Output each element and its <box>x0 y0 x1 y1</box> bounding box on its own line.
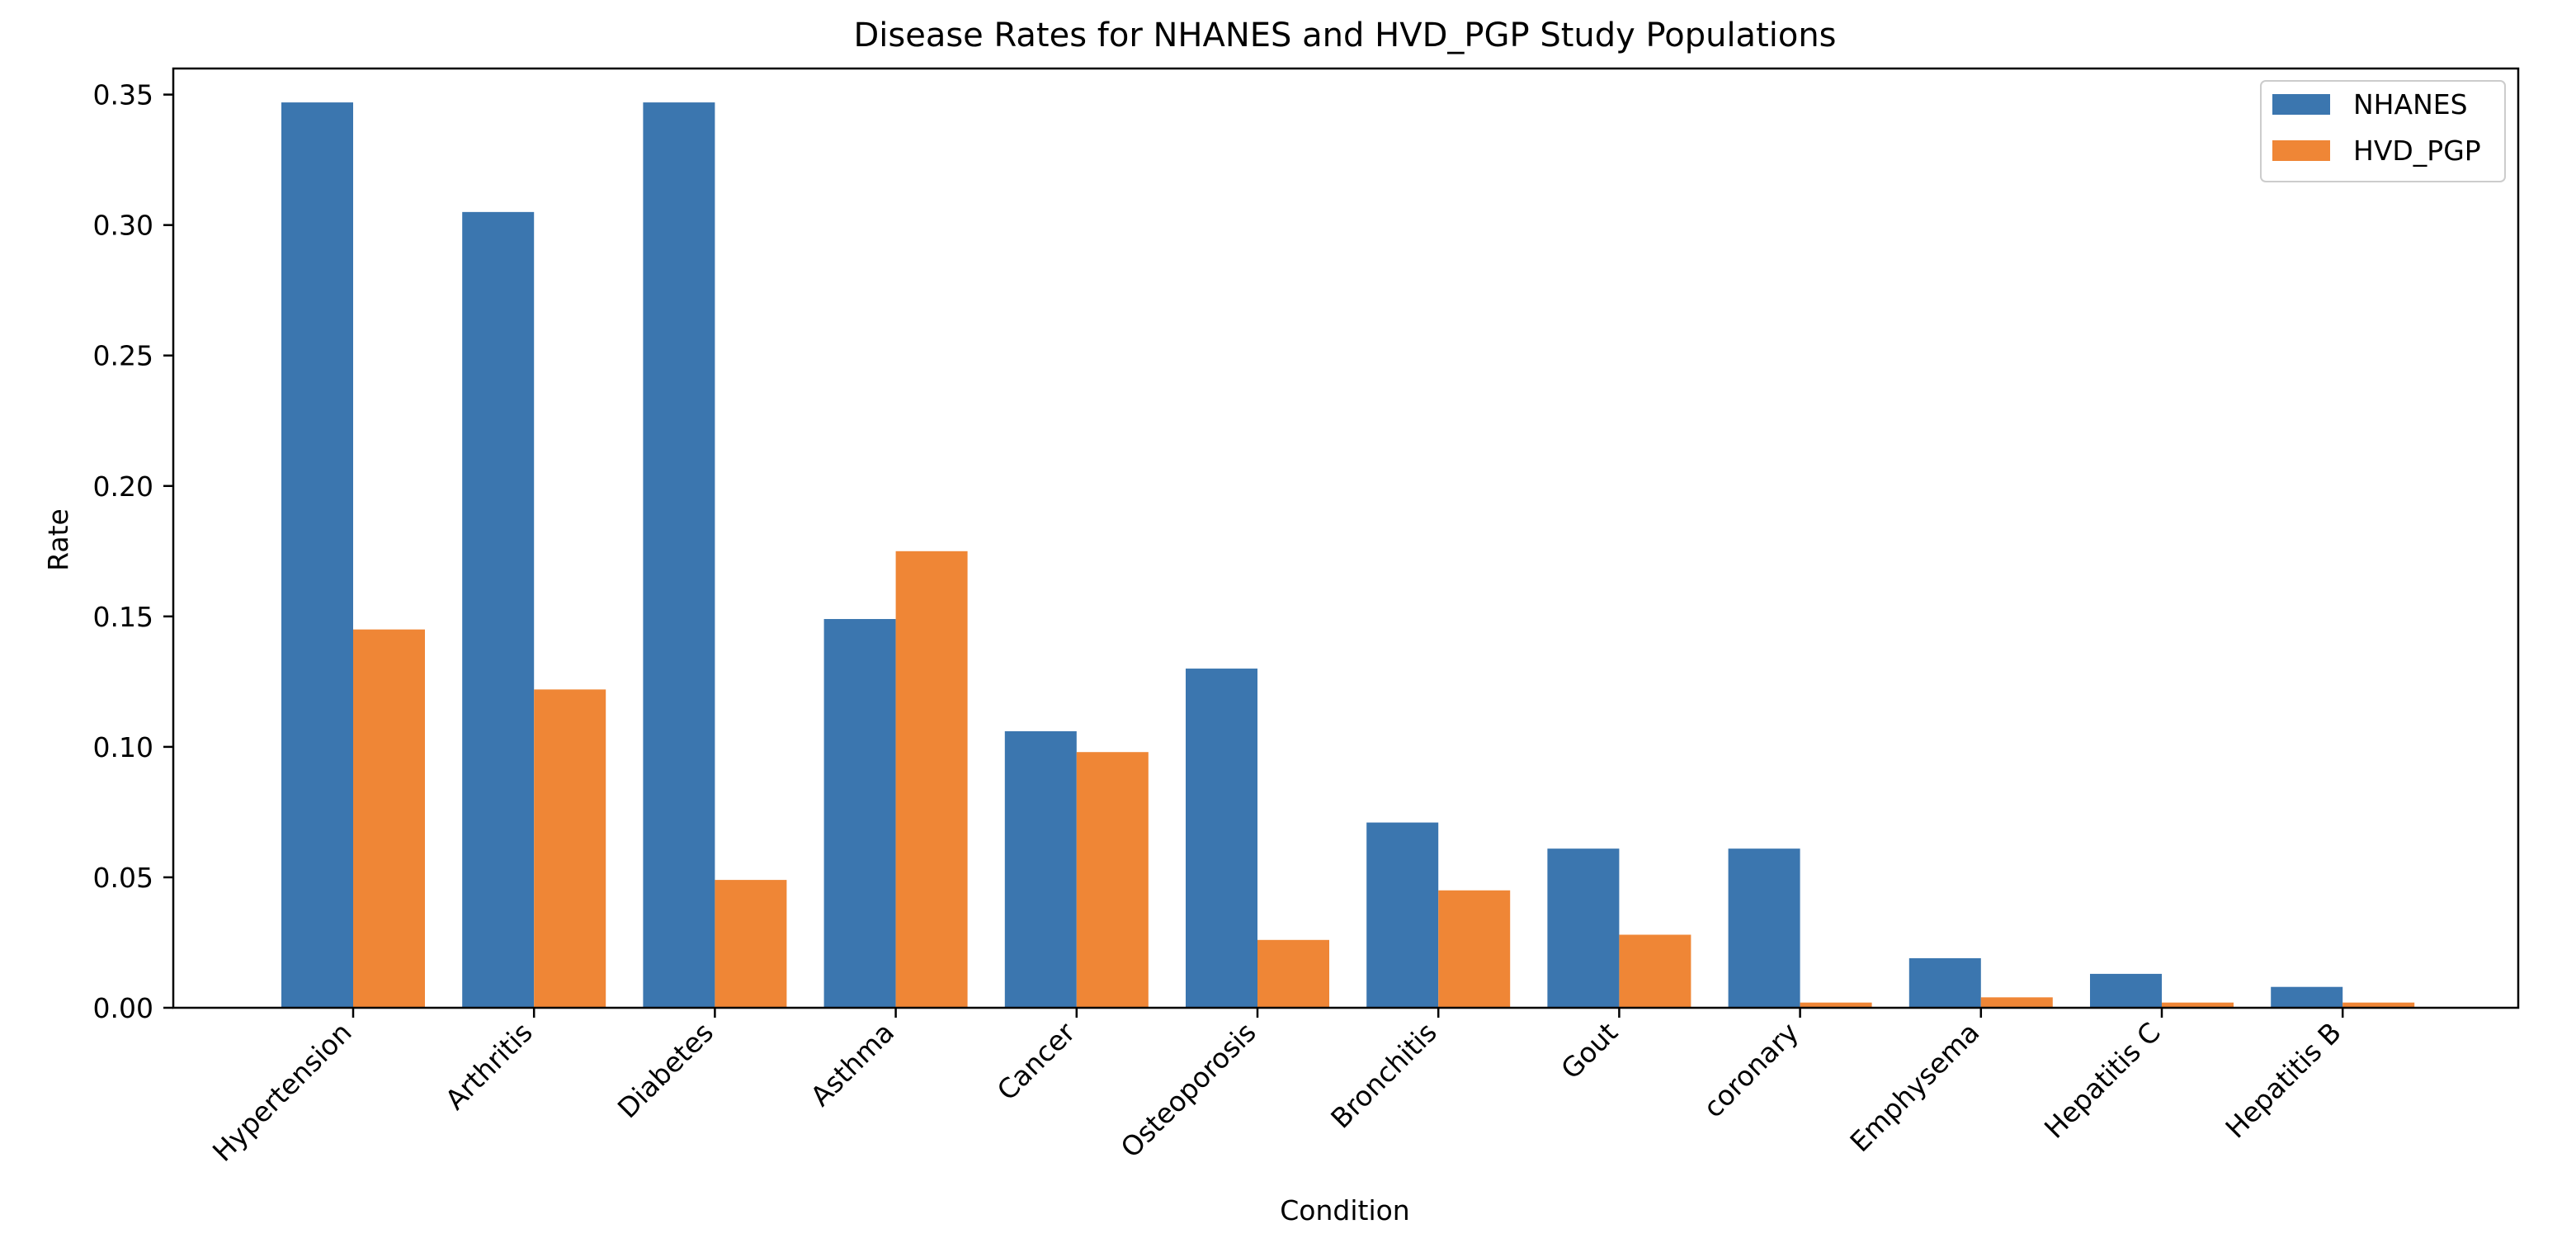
x-axis: Hypertension Arthritis Diabetes Asthma Cance… <box>206 1008 2347 1168</box>
bar-nhanes-bronchitis <box>1366 822 1439 1008</box>
y-axis: 0.00 0.05 0.10 0.15 0.20 0.25 0.30 0.35 <box>93 79 173 1024</box>
y-tick-label: 0.05 <box>93 862 153 894</box>
x-tick-label: Osteoporosis <box>1115 1016 1262 1164</box>
x-tick-label: Cancer <box>991 1016 1082 1107</box>
bar-hvd-pgp-diabetes <box>715 880 787 1008</box>
chart-title: Disease Rates for NHANES and HVD_PGP Stu… <box>853 17 1836 54</box>
bar-nhanes-osteoporosis <box>1186 669 1257 1008</box>
bar-nhanes-arthritis <box>462 211 535 1009</box>
bar-hvd-pgp-asthma <box>895 551 968 1008</box>
x-tick-label: Asthma <box>804 1016 901 1113</box>
bar-hvd-pgp-emphysema <box>1980 997 2053 1008</box>
legend: NHANES HVD_PGP <box>2260 80 2506 182</box>
x-axis-label: Condition <box>1280 1194 1409 1226</box>
y-tick-label: 0.20 <box>93 470 153 503</box>
legend-label-hvd-pgp: HVD_PGP <box>2353 135 2481 167</box>
x-tick-label: Gout <box>1555 1016 1624 1085</box>
bar-hvd-pgp-arthritis <box>534 689 606 1008</box>
legend-swatch-nhanes <box>2272 94 2330 115</box>
x-tick-label: Diabetes <box>611 1016 719 1124</box>
y-tick-label: 0.25 <box>93 340 153 372</box>
bar-nhanes-hepatitis-c <box>2090 973 2162 1008</box>
bars-layer <box>281 102 2415 1009</box>
plot-frame <box>172 67 2520 1009</box>
y-axis-label: Rate <box>42 508 74 571</box>
y-tick-label: 0.00 <box>93 992 153 1024</box>
bar-nhanes-gout <box>1547 848 1620 1008</box>
x-tick-label: Emphysema <box>1843 1016 1985 1158</box>
bar-hvd-pgp-bronchitis <box>1438 890 1511 1008</box>
y-tick-label: 0.10 <box>93 731 153 763</box>
x-tick-label: Hepatitis C <box>2038 1016 2167 1145</box>
bar-hvd-pgp-hepatitis-c <box>2162 1002 2234 1008</box>
bar-hvd-pgp-osteoporosis <box>1257 939 1329 1008</box>
y-tick-label: 0.15 <box>93 601 153 633</box>
legend-swatch-hvd-pgp <box>2272 140 2330 161</box>
bar-hvd-pgp-coronary <box>1800 1002 1872 1008</box>
x-tick-label: Hepatitis B <box>2219 1016 2347 1144</box>
bar-nhanes-emphysema <box>1908 957 1981 1008</box>
y-tick-label: 0.30 <box>93 210 153 242</box>
bar-nhanes-hypertension <box>281 102 353 1008</box>
bar-nhanes-coronary <box>1728 848 1800 1008</box>
bar-nhanes-diabetes <box>643 102 715 1008</box>
bar-nhanes-asthma <box>823 618 896 1008</box>
bar-nhanes-cancer <box>1004 730 1077 1008</box>
x-tick-label: Bronchitis <box>1324 1016 1443 1135</box>
x-tick-label: Arthritis <box>439 1016 539 1116</box>
bar-hvd-pgp-gout <box>1619 934 1691 1008</box>
bar-hvd-pgp-cancer <box>1076 752 1149 1008</box>
legend-label-nhanes: NHANES <box>2353 88 2468 121</box>
bar-hvd-pgp-hypertension <box>353 629 425 1008</box>
x-tick-label: Hypertension <box>206 1016 358 1168</box>
bar-nhanes-hepatitis-b <box>2271 986 2343 1008</box>
y-tick-label: 0.35 <box>93 79 153 111</box>
bar-hvd-pgp-hepatitis-b <box>2342 1002 2415 1008</box>
x-tick-label: coronary <box>1697 1016 1805 1124</box>
